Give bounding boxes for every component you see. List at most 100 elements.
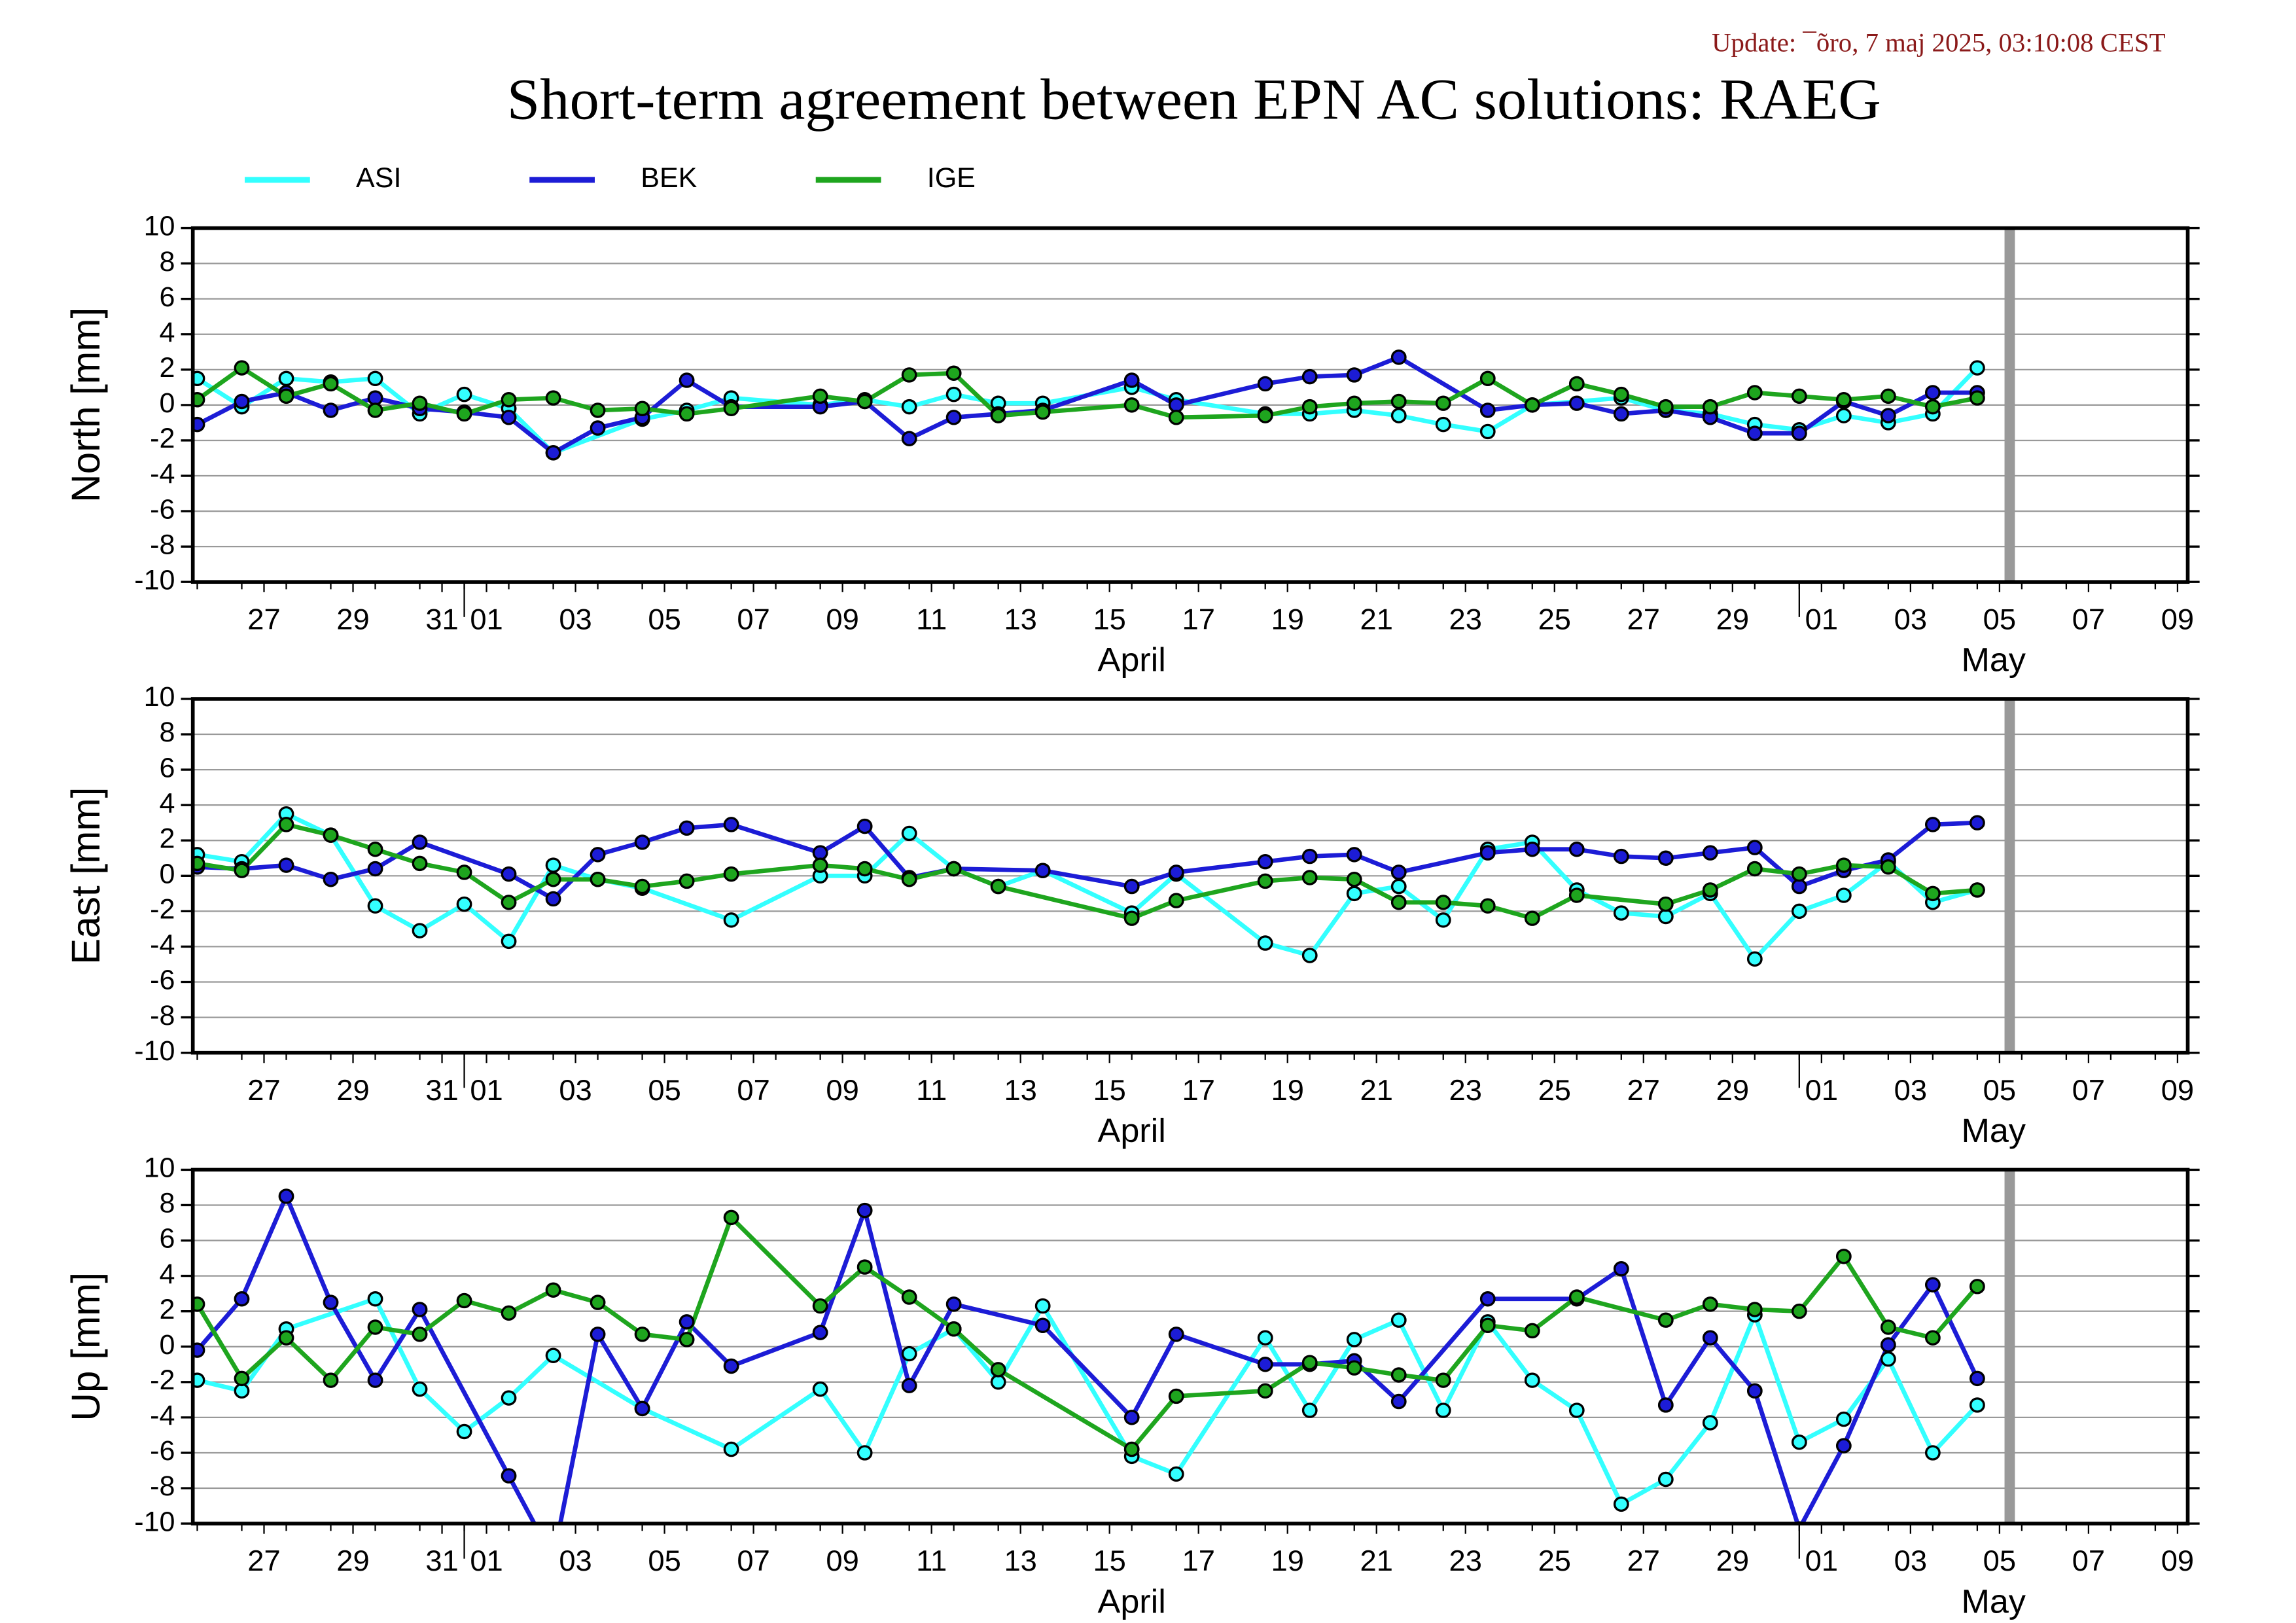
point bbox=[1257, 873, 1273, 889]
point bbox=[945, 365, 962, 381]
point bbox=[1390, 1393, 1407, 1410]
x-tick-label: 11 bbox=[916, 603, 947, 636]
point bbox=[323, 1372, 339, 1388]
y-tick-label: -2 bbox=[150, 423, 175, 454]
x-tick-label: 23 bbox=[1449, 1544, 1482, 1577]
point bbox=[1346, 847, 1362, 863]
chart-title: Short-term agreement between EPN AC solu… bbox=[507, 67, 1881, 132]
point bbox=[723, 817, 739, 832]
point bbox=[723, 1209, 739, 1226]
point bbox=[412, 395, 428, 411]
point bbox=[456, 406, 472, 422]
point bbox=[501, 1468, 517, 1484]
point bbox=[1969, 815, 1985, 830]
point bbox=[1524, 910, 1540, 926]
point bbox=[901, 1289, 917, 1305]
point bbox=[1969, 1279, 1985, 1294]
point bbox=[367, 1319, 383, 1335]
month-label: April bbox=[1098, 641, 1166, 679]
x-tick-label: 09 bbox=[826, 1544, 858, 1577]
point bbox=[812, 1325, 828, 1340]
point bbox=[1924, 399, 1941, 415]
point bbox=[1168, 1388, 1184, 1404]
point bbox=[412, 923, 428, 938]
x-tick-label: 21 bbox=[1360, 1544, 1393, 1577]
point bbox=[1301, 848, 1318, 865]
point bbox=[278, 1330, 294, 1346]
point bbox=[1880, 388, 1896, 404]
point bbox=[1969, 1397, 1985, 1413]
x-tick-label: 15 bbox=[1093, 1073, 1125, 1107]
point bbox=[1702, 1296, 1718, 1312]
point bbox=[723, 1441, 739, 1457]
point bbox=[1257, 408, 1273, 423]
x-tick-label: 21 bbox=[1360, 1073, 1393, 1107]
point bbox=[367, 390, 383, 406]
y-tick-label: 2 bbox=[160, 352, 175, 383]
y-tick-label: 10 bbox=[144, 681, 175, 713]
point bbox=[1835, 1249, 1852, 1264]
point bbox=[192, 392, 205, 408]
point bbox=[634, 834, 650, 850]
point bbox=[501, 1305, 517, 1321]
point bbox=[1880, 1351, 1896, 1367]
point bbox=[1835, 1438, 1852, 1454]
x-tick-label: 27 bbox=[1627, 1073, 1660, 1107]
panel: -10 -8-6 -4 -2 0 2 4 6 8 10 North [mm] 27 29 31 01 03 05… bbox=[63, 211, 2200, 679]
point bbox=[679, 372, 695, 388]
point bbox=[545, 1347, 561, 1363]
point bbox=[1791, 878, 1807, 895]
point bbox=[1301, 368, 1318, 385]
x-tick-label: 01 bbox=[470, 1073, 503, 1107]
x-tick-label: 09 bbox=[2161, 603, 2194, 636]
point bbox=[901, 1378, 917, 1393]
x-tick-label: 01 bbox=[470, 603, 503, 636]
x-tick-label: 05 bbox=[1983, 1544, 2016, 1577]
point bbox=[1034, 1317, 1051, 1334]
point bbox=[1346, 1360, 1362, 1376]
point bbox=[1746, 1383, 1763, 1399]
point bbox=[545, 857, 561, 873]
x-tick-label: 05 bbox=[648, 603, 680, 636]
x-tick-label: 09 bbox=[826, 603, 858, 636]
point bbox=[679, 820, 695, 836]
y-tick-label: -10 bbox=[134, 1507, 175, 1538]
point bbox=[412, 834, 428, 850]
point bbox=[234, 1383, 250, 1399]
point bbox=[1835, 408, 1852, 423]
y-tick-label: 4 bbox=[160, 317, 175, 348]
point bbox=[1301, 870, 1318, 885]
y-tick-label: 10 bbox=[144, 1152, 175, 1184]
point bbox=[501, 933, 517, 950]
point bbox=[1702, 845, 1718, 861]
point bbox=[1746, 1302, 1763, 1317]
point bbox=[1479, 845, 1496, 861]
current-day-marker bbox=[2004, 1169, 2015, 1524]
point bbox=[501, 392, 517, 408]
point bbox=[857, 861, 873, 877]
point bbox=[1613, 848, 1629, 865]
point bbox=[1746, 385, 1763, 401]
point bbox=[545, 1282, 561, 1298]
point bbox=[234, 863, 250, 878]
point bbox=[1034, 1298, 1051, 1314]
month-label: April bbox=[1098, 1111, 1166, 1149]
current-day-marker bbox=[2004, 698, 2015, 1053]
point bbox=[590, 1294, 606, 1310]
point bbox=[192, 1342, 205, 1358]
point bbox=[1524, 397, 1540, 413]
point bbox=[1791, 388, 1807, 404]
month-label: May bbox=[1961, 1111, 2026, 1149]
point bbox=[901, 367, 917, 383]
point bbox=[1969, 360, 1985, 376]
point bbox=[634, 401, 650, 417]
point bbox=[456, 865, 472, 880]
point bbox=[1702, 1415, 1718, 1431]
y-tick-label: -10 bbox=[134, 1035, 175, 1067]
x-tick-label: 15 bbox=[1093, 1544, 1125, 1577]
point bbox=[1390, 1312, 1407, 1328]
y-tick-label: 0 bbox=[160, 387, 175, 419]
point bbox=[367, 370, 383, 387]
point bbox=[1924, 885, 1941, 902]
